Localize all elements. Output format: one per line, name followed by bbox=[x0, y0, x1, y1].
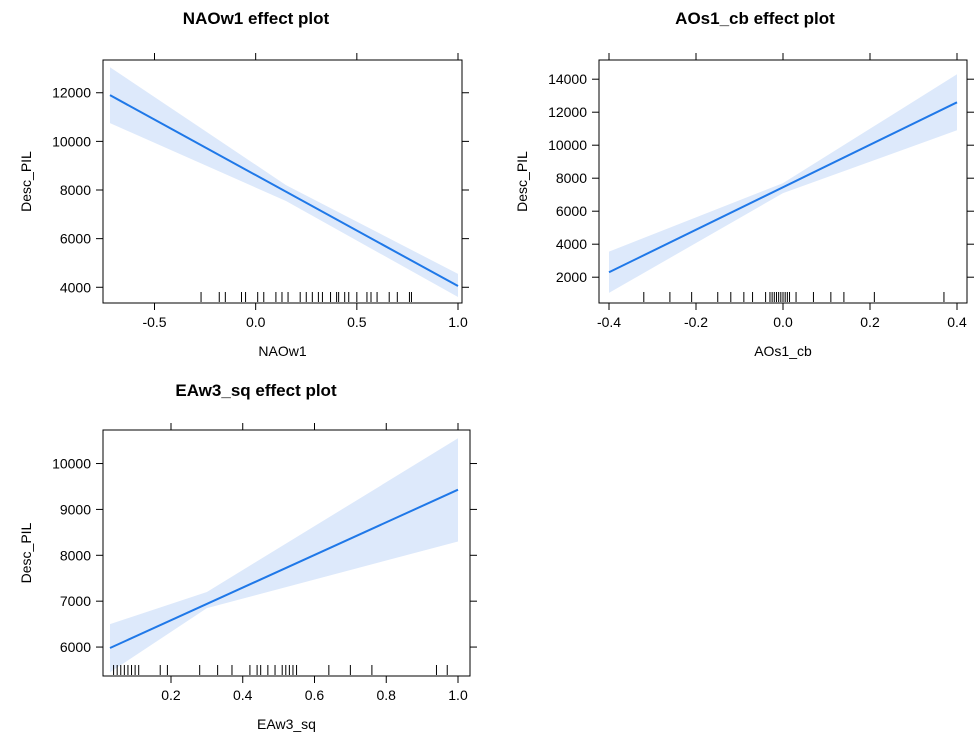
y-tick-label: 10000 bbox=[548, 137, 587, 153]
y-tick-label: 8000 bbox=[60, 547, 91, 563]
confidence-band bbox=[110, 438, 458, 673]
x-tick-label: 0.6 bbox=[305, 687, 325, 703]
y-tick-label: 2000 bbox=[556, 269, 587, 285]
x-tick-label: 0.5 bbox=[347, 314, 367, 330]
x-axis-label: NAOw1 bbox=[258, 343, 306, 359]
x-axis-label: EAw3_sq bbox=[257, 716, 316, 732]
y-tick-label: 6000 bbox=[60, 639, 91, 655]
y-tick-label: 12000 bbox=[52, 85, 91, 101]
x-tick-label: -0.2 bbox=[684, 314, 708, 330]
x-tick-label: 0.8 bbox=[377, 687, 397, 703]
y-tick-label: 10000 bbox=[52, 133, 91, 149]
plot-title: AOs1_cb effect plot bbox=[675, 9, 835, 28]
y-tick-label: 4000 bbox=[556, 236, 587, 252]
plot-frame bbox=[102, 59, 463, 304]
y-tick-label: 8000 bbox=[556, 170, 587, 186]
y-axis-label: Desc_PIL bbox=[514, 151, 530, 212]
effect-plot-panel-2: AOs1_cb effect plot -0.4 -0.2 0.0 0.2 0.4 2000… bbox=[514, 9, 974, 359]
plot-title: NAOw1 effect plot bbox=[183, 9, 330, 28]
rug-marks bbox=[643, 292, 945, 302]
x-tick-label: 0.4 bbox=[947, 314, 967, 330]
plot-frame bbox=[102, 429, 471, 677]
x-tick-label: 1.0 bbox=[448, 687, 468, 703]
x-tick-label: -0.5 bbox=[142, 314, 166, 330]
fit-line bbox=[109, 488, 459, 649]
rug-marks bbox=[113, 665, 448, 675]
x-tick-label: 0.0 bbox=[773, 314, 793, 330]
y-tick-label: 4000 bbox=[60, 279, 91, 295]
x-tick-label: -0.4 bbox=[597, 314, 621, 330]
x-tick-label: 0.2 bbox=[161, 687, 181, 703]
effect-plot-panel-1: NAOw1 effect plot -0.5 0.0 0.5 1.0 4000 6000 80… bbox=[18, 9, 469, 359]
confidence-band bbox=[609, 74, 957, 293]
plot-title: EAw3_sq effect plot bbox=[175, 381, 337, 400]
y-tick-label: 14000 bbox=[548, 71, 587, 87]
y-tick-label: 7000 bbox=[60, 593, 91, 609]
x-tick-label: 1.0 bbox=[448, 314, 468, 330]
fit-line bbox=[608, 101, 958, 274]
y-tick-label: 10000 bbox=[52, 456, 91, 472]
x-tick-label: 0.4 bbox=[233, 687, 253, 703]
effect-plot-panel-3: EAw3_sq effect plot 0.2 0.4 0.6 0.8 1.0 6000 70… bbox=[18, 381, 477, 732]
y-axis-label: Desc_PIL bbox=[18, 522, 34, 583]
y-tick-label: 6000 bbox=[556, 203, 587, 219]
confidence-band bbox=[110, 67, 458, 297]
y-axis-label: Desc_PIL bbox=[18, 151, 34, 212]
fit-line bbox=[109, 94, 459, 287]
y-tick-label: 8000 bbox=[60, 182, 91, 198]
x-tick-label: 0.2 bbox=[860, 314, 880, 330]
y-tick-label: 12000 bbox=[548, 104, 587, 120]
x-axis-label: AOs1_cb bbox=[754, 343, 812, 359]
rug-marks bbox=[200, 292, 412, 302]
y-tick-label: 6000 bbox=[60, 231, 91, 247]
x-tick-label: 0.0 bbox=[246, 314, 266, 330]
y-tick-label: 9000 bbox=[60, 501, 91, 517]
